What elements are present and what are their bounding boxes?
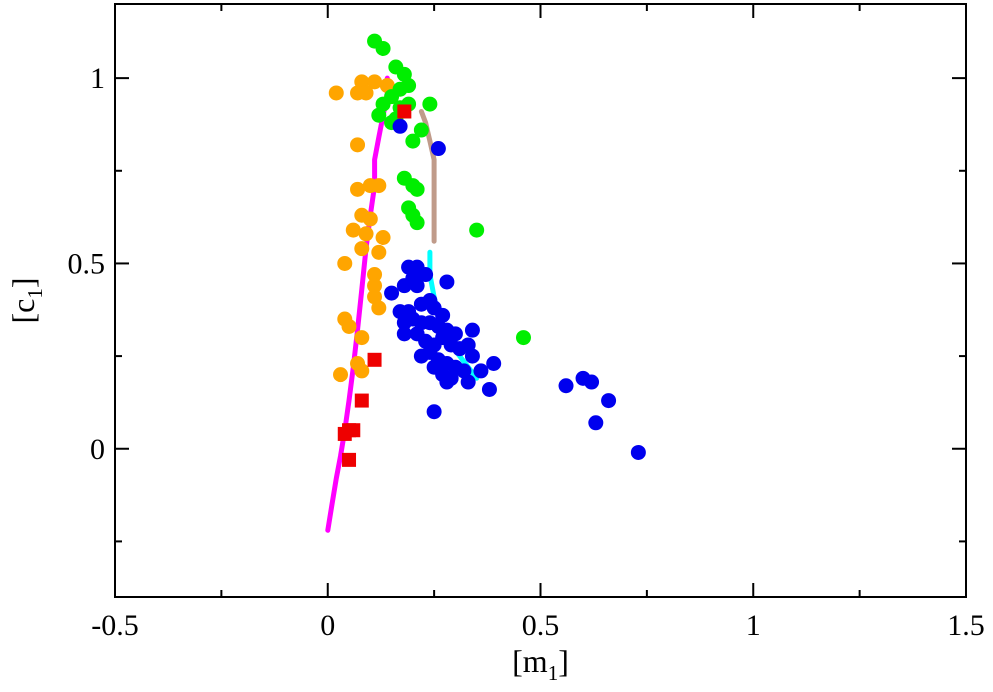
data-point	[337, 255, 353, 271]
x-tick-label: 0	[320, 609, 335, 642]
data-point	[354, 363, 370, 379]
data-point	[418, 267, 434, 283]
data-point	[405, 133, 421, 149]
data-point	[375, 229, 391, 245]
y-axis-label: [c1]	[5, 277, 47, 323]
data-point	[367, 278, 383, 294]
data-point	[401, 78, 417, 94]
plot-marks	[325, 33, 646, 533]
data-point	[371, 178, 387, 194]
data-point	[464, 322, 480, 338]
data-point	[409, 181, 425, 197]
data-point	[350, 181, 366, 197]
y-tick-label: 0.5	[68, 247, 106, 280]
data-point	[481, 381, 497, 397]
x-tick-label: 1	[746, 609, 761, 642]
data-point	[367, 267, 383, 283]
data-point-square	[354, 393, 369, 408]
axis-ticks	[114, 4, 967, 597]
data-point	[333, 367, 349, 383]
data-point	[354, 241, 370, 257]
data-point	[515, 330, 531, 346]
data-point	[460, 374, 476, 390]
data-point	[413, 122, 429, 138]
data-point	[367, 74, 383, 90]
data-point	[358, 85, 374, 101]
data-point	[630, 444, 646, 460]
data-point	[413, 296, 429, 312]
data-point	[430, 141, 446, 157]
data-point	[375, 40, 391, 56]
tick-labels: -0.5 0 0.5 1 1.5 0 0.5 1	[68, 62, 985, 642]
data-point	[341, 318, 357, 334]
x-tick-label: -0.5	[91, 609, 139, 642]
data-point	[392, 118, 408, 134]
x-tick-label: 1.5	[947, 609, 985, 642]
data-point	[473, 363, 489, 379]
data-point-square	[367, 352, 382, 367]
data-point	[426, 404, 442, 420]
data-point	[409, 278, 425, 294]
data-point	[371, 244, 387, 260]
y-tick-label: 0	[90, 433, 105, 466]
data-point	[588, 415, 604, 431]
data-point	[558, 378, 574, 394]
data-point	[371, 107, 387, 123]
data-point	[358, 226, 374, 242]
data-point-square	[342, 452, 357, 467]
data-point	[464, 348, 480, 364]
data-point	[345, 222, 361, 238]
data-point	[439, 274, 455, 290]
data-point	[371, 300, 387, 316]
data-point	[409, 215, 425, 231]
x-axis-label: [m1]	[512, 643, 569, 685]
data-point	[328, 85, 344, 101]
data-point	[354, 330, 370, 346]
data-point	[422, 96, 438, 112]
data-point	[362, 211, 378, 227]
data-point	[439, 374, 455, 390]
data-point	[384, 285, 400, 301]
data-point-square	[337, 426, 352, 441]
data-point	[486, 356, 502, 372]
data-point	[350, 137, 366, 153]
data-point	[396, 278, 412, 294]
data-point	[469, 222, 485, 238]
data-point	[584, 374, 600, 390]
plot-frame	[114, 3, 967, 598]
y-tick-label: 1	[90, 62, 105, 95]
data-point-square	[397, 104, 412, 119]
x-tick-label: 0.5	[522, 609, 560, 642]
data-point	[396, 326, 412, 342]
data-point	[601, 393, 617, 409]
series-line	[325, 75, 390, 533]
